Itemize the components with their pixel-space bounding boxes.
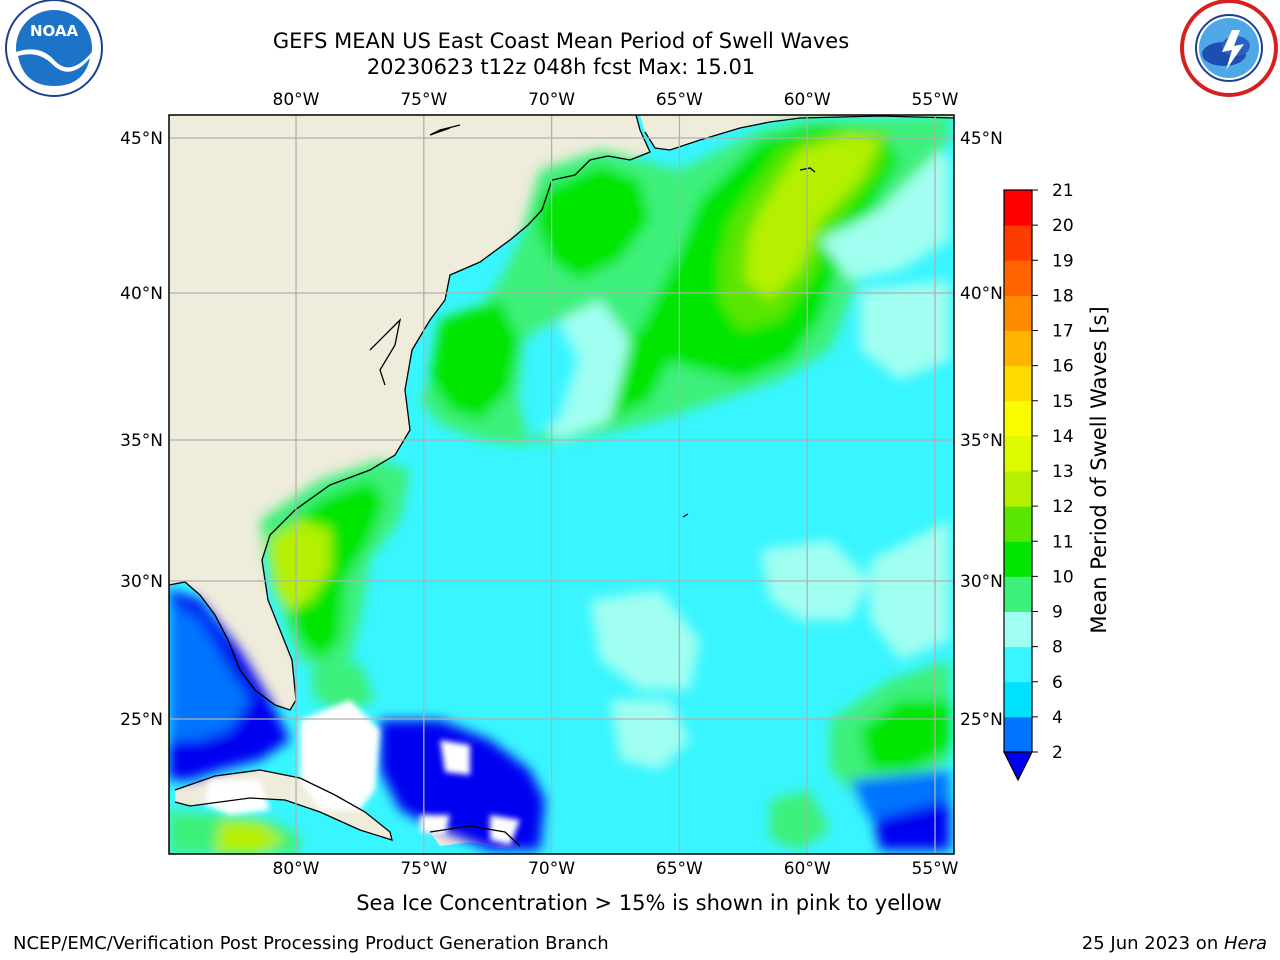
lon-tick-label-bottom: 75°W (400, 859, 447, 879)
colorbar: 2 4 6 8 9 10 11 12 13 14 15 16 17 18 19 20 21 (1003, 181, 1074, 782)
lon-tick-label-top: 70°W (528, 90, 575, 110)
colorbar-segment (1004, 646, 1032, 683)
colorbar-segment (1004, 225, 1032, 261)
colorbar-tick-label: 18 (1052, 286, 1074, 306)
lon-tick-label-bottom: 80°W (273, 859, 320, 879)
colorbar-tick-label: 4 (1052, 708, 1063, 728)
colorbar-segment (1004, 435, 1032, 472)
colorbar-tick-label: 11 (1052, 532, 1074, 552)
lat-labels-right: 45°N 40°N 35°N 30°N 25°N (960, 129, 1003, 730)
sea-ice-caption: Sea Ice Concentration > 15% is shown in … (356, 891, 942, 915)
map-area (169, 115, 954, 854)
colorbar-extend-triangle (1003, 751, 1033, 782)
colorbar-segment (1004, 365, 1032, 402)
lat-tick-label-right: 35°N (960, 431, 1003, 451)
colorbar-segment (1004, 681, 1032, 718)
lat-tick-label-left: 35°N (120, 431, 163, 451)
map-gridlines (169, 115, 954, 854)
newfoundland-land (640, 115, 954, 150)
colorbar-tick-label: 15 (1052, 392, 1074, 412)
noaa-logo-text: NOAA (30, 22, 79, 40)
colorbar-tick-label: 16 (1052, 357, 1074, 377)
lat-tick-label-right: 45°N (960, 129, 1003, 149)
lat-tick-label-right: 25°N (960, 710, 1003, 730)
lat-tick-label-right: 30°N (960, 572, 1003, 592)
lon-tick-label-top: 60°W (784, 90, 831, 110)
lat-tick-label-left: 25°N (120, 710, 163, 730)
colorbar-segment (1004, 611, 1032, 648)
colorbar-tick-label: 10 (1052, 567, 1074, 587)
north-american-land (169, 115, 650, 710)
footer-machine: Hera (1223, 933, 1267, 954)
nws-logo (1180, 0, 1278, 97)
colorbar-tick-label: 14 (1052, 427, 1074, 447)
lat-tick-label-left: 30°N (120, 572, 163, 592)
colorbar-tick-label: 19 (1052, 251, 1074, 271)
colorbar-tick-label: 17 (1052, 322, 1074, 342)
colorbar-tick-label: 20 (1052, 216, 1074, 236)
no-data-areas (205, 700, 520, 845)
lon-tick-label-bottom: 65°W (656, 859, 703, 879)
lon-labels-top: 80°W 75°W 70°W 65°W 60°W 55°W (273, 90, 959, 110)
chart-title: GEFS MEAN US East Coast Mean Period of S… (272, 29, 850, 53)
colorbar-label: Mean Period of Swell Waves [s] (1087, 306, 1111, 633)
lat-labels-left: 45°N 40°N 35°N 30°N 25°N (120, 129, 163, 730)
colorbar-segment (1004, 576, 1032, 612)
map-frame (168, 114, 955, 855)
colorbar-segment (1004, 541, 1032, 577)
lon-tick-label-top: 65°W (656, 90, 703, 110)
swell-period-field (169, 116, 950, 854)
lon-tick-label-top: 55°W (912, 90, 959, 110)
footer-date: 25 Jun 2023 on Hera (1082, 933, 1267, 954)
colorbar-segment (1004, 330, 1032, 367)
lon-tick-label-top: 75°W (400, 90, 447, 110)
colorbar-segment (1004, 295, 1032, 331)
lon-tick-label-bottom: 70°W (528, 859, 575, 879)
colorbar-tick-label: 21 (1052, 181, 1074, 201)
chart-subtitle: 20230623 t12z 048h fcst Max: 15.01 (366, 55, 756, 79)
coastlines (169, 115, 954, 847)
colorbar-tick-label: 13 (1052, 462, 1074, 482)
colorbar-tick-label: 8 (1052, 638, 1063, 658)
colorbar-tick-label: 12 (1052, 497, 1074, 517)
lat-tick-label-left: 40°N (120, 284, 163, 304)
footer-credit: NCEP/EMC/Verification Post Processing Pr… (13, 933, 609, 954)
lon-tick-label-top: 80°W (273, 90, 320, 110)
colorbar-segment (1004, 260, 1032, 296)
lon-tick-label-bottom: 55°W (912, 859, 959, 879)
colorbar-tick-label: 6 (1052, 673, 1063, 693)
lat-tick-label-right: 40°N (960, 284, 1003, 304)
colorbar-segment (1004, 471, 1032, 507)
footer-date-text: 25 Jun 2023 on (1081, 933, 1224, 954)
colorbar-segment (1004, 506, 1032, 542)
lat-tick-label-left: 45°N (120, 129, 163, 149)
colorbar-segment (1004, 400, 1032, 437)
lon-tick-label-bottom: 60°W (784, 859, 831, 879)
noaa-logo: NOAA (5, 0, 103, 97)
colorbar-segment (1004, 190, 1032, 226)
colorbar-tick-label: 2 (1052, 743, 1063, 763)
lon-labels-bottom: 80°W 75°W 70°W 65°W 60°W 55°W (273, 859, 959, 879)
colorbar-segment (1004, 716, 1032, 753)
colorbar-tick-label: 9 (1052, 603, 1063, 623)
